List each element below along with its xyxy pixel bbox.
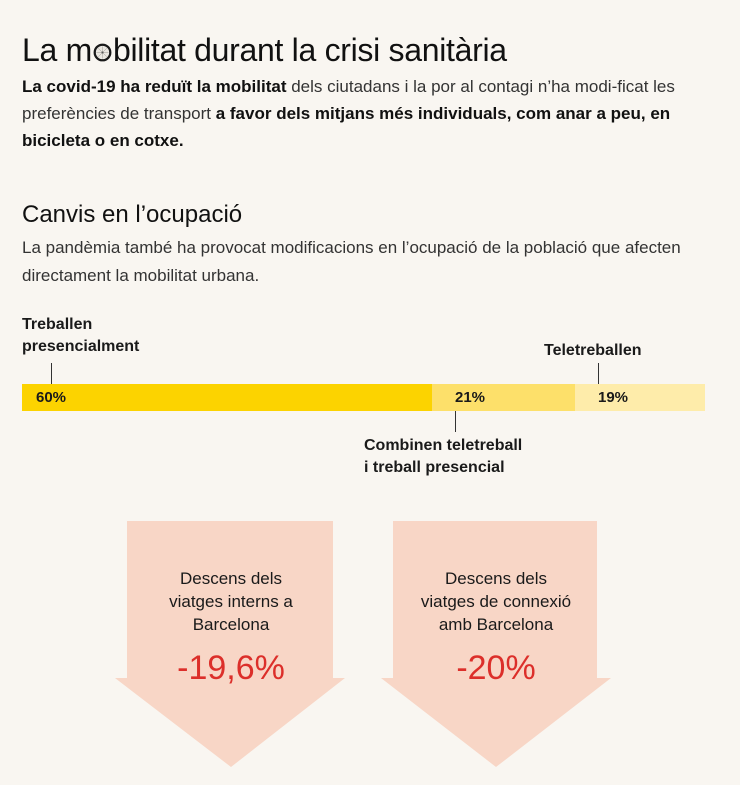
bar-value-teletreballen: 19% [598, 389, 629, 406]
label-line: Treballen [22, 316, 93, 333]
down-arrow-icon [115, 521, 345, 767]
section-title: Canvis en l’ocupació [22, 201, 243, 228]
bar-segment-teletreballen: 19% [575, 384, 705, 411]
decline-label-connexio: Descens dels viatges de connexió amb Bar… [380, 567, 612, 636]
section-subtitle: La pandèmia també ha provocat modificaci… [22, 238, 681, 285]
decline-value-interns: -19,6% [177, 649, 285, 687]
bar-segment-presencial: 60% [22, 384, 432, 411]
page-title: La m bilitat durant la crisi sanitària [22, 30, 507, 70]
intro-paragraph: La covid-19 ha reduït la mobilitat dels … [22, 73, 727, 154]
label-teletreballen: Teletreballen [544, 340, 642, 362]
label-line: Teletreballen [544, 342, 642, 359]
leader-line-teletreballen [598, 363, 599, 384]
label-line: presencialment [22, 338, 140, 355]
label-combinen: Combinen teletreball i treball presencia… [364, 435, 522, 479]
bar-value-combinen: 21% [455, 389, 486, 406]
bar-value-presencial: 60% [36, 389, 67, 406]
label-line: i treball presencial [364, 459, 505, 476]
label-line: Barcelona [192, 615, 270, 634]
decline-label-interns: Descens dels viatges interns a Barcelona [115, 567, 347, 636]
label-line: viatges interns a [169, 592, 293, 611]
decline-arrow-interns: Descens dels viatges interns a Barcelona… [115, 520, 347, 768]
decline-arrow-connexio: Descens dels viatges de connexió amb Bar… [380, 520, 612, 768]
label-line: amb Barcelona [438, 615, 554, 634]
bicycle-wheel-icon [93, 43, 112, 62]
leader-line-combinen [455, 411, 456, 432]
label-line: Combinen teletreball [364, 437, 523, 454]
label-treballen-presencialment: Treballen presencialment [22, 314, 139, 358]
intro-bold-1: La covid-19 ha reduït la mobilitat [22, 77, 287, 96]
bar-segment-combinen: 21% [432, 384, 575, 411]
leader-line-presencial [51, 363, 52, 384]
title-text-start: La m [22, 32, 92, 68]
decline-value-connexio: -20% [456, 649, 536, 687]
title-text-end: bilitat durant la crisi sanitària [112, 32, 507, 68]
down-arrow-icon [381, 521, 611, 767]
intro-bold-2: a favor dels mitjans més individuals, co… [22, 104, 671, 150]
intro-light: dels ciutadans i la por al contagi n’ha … [22, 77, 675, 123]
occupation-stacked-bar: 60% 21% 19% [22, 384, 705, 411]
label-line: Descens dels [179, 569, 283, 588]
label-line: Descens dels [444, 569, 548, 588]
label-line: viatges de connexió [420, 592, 572, 611]
